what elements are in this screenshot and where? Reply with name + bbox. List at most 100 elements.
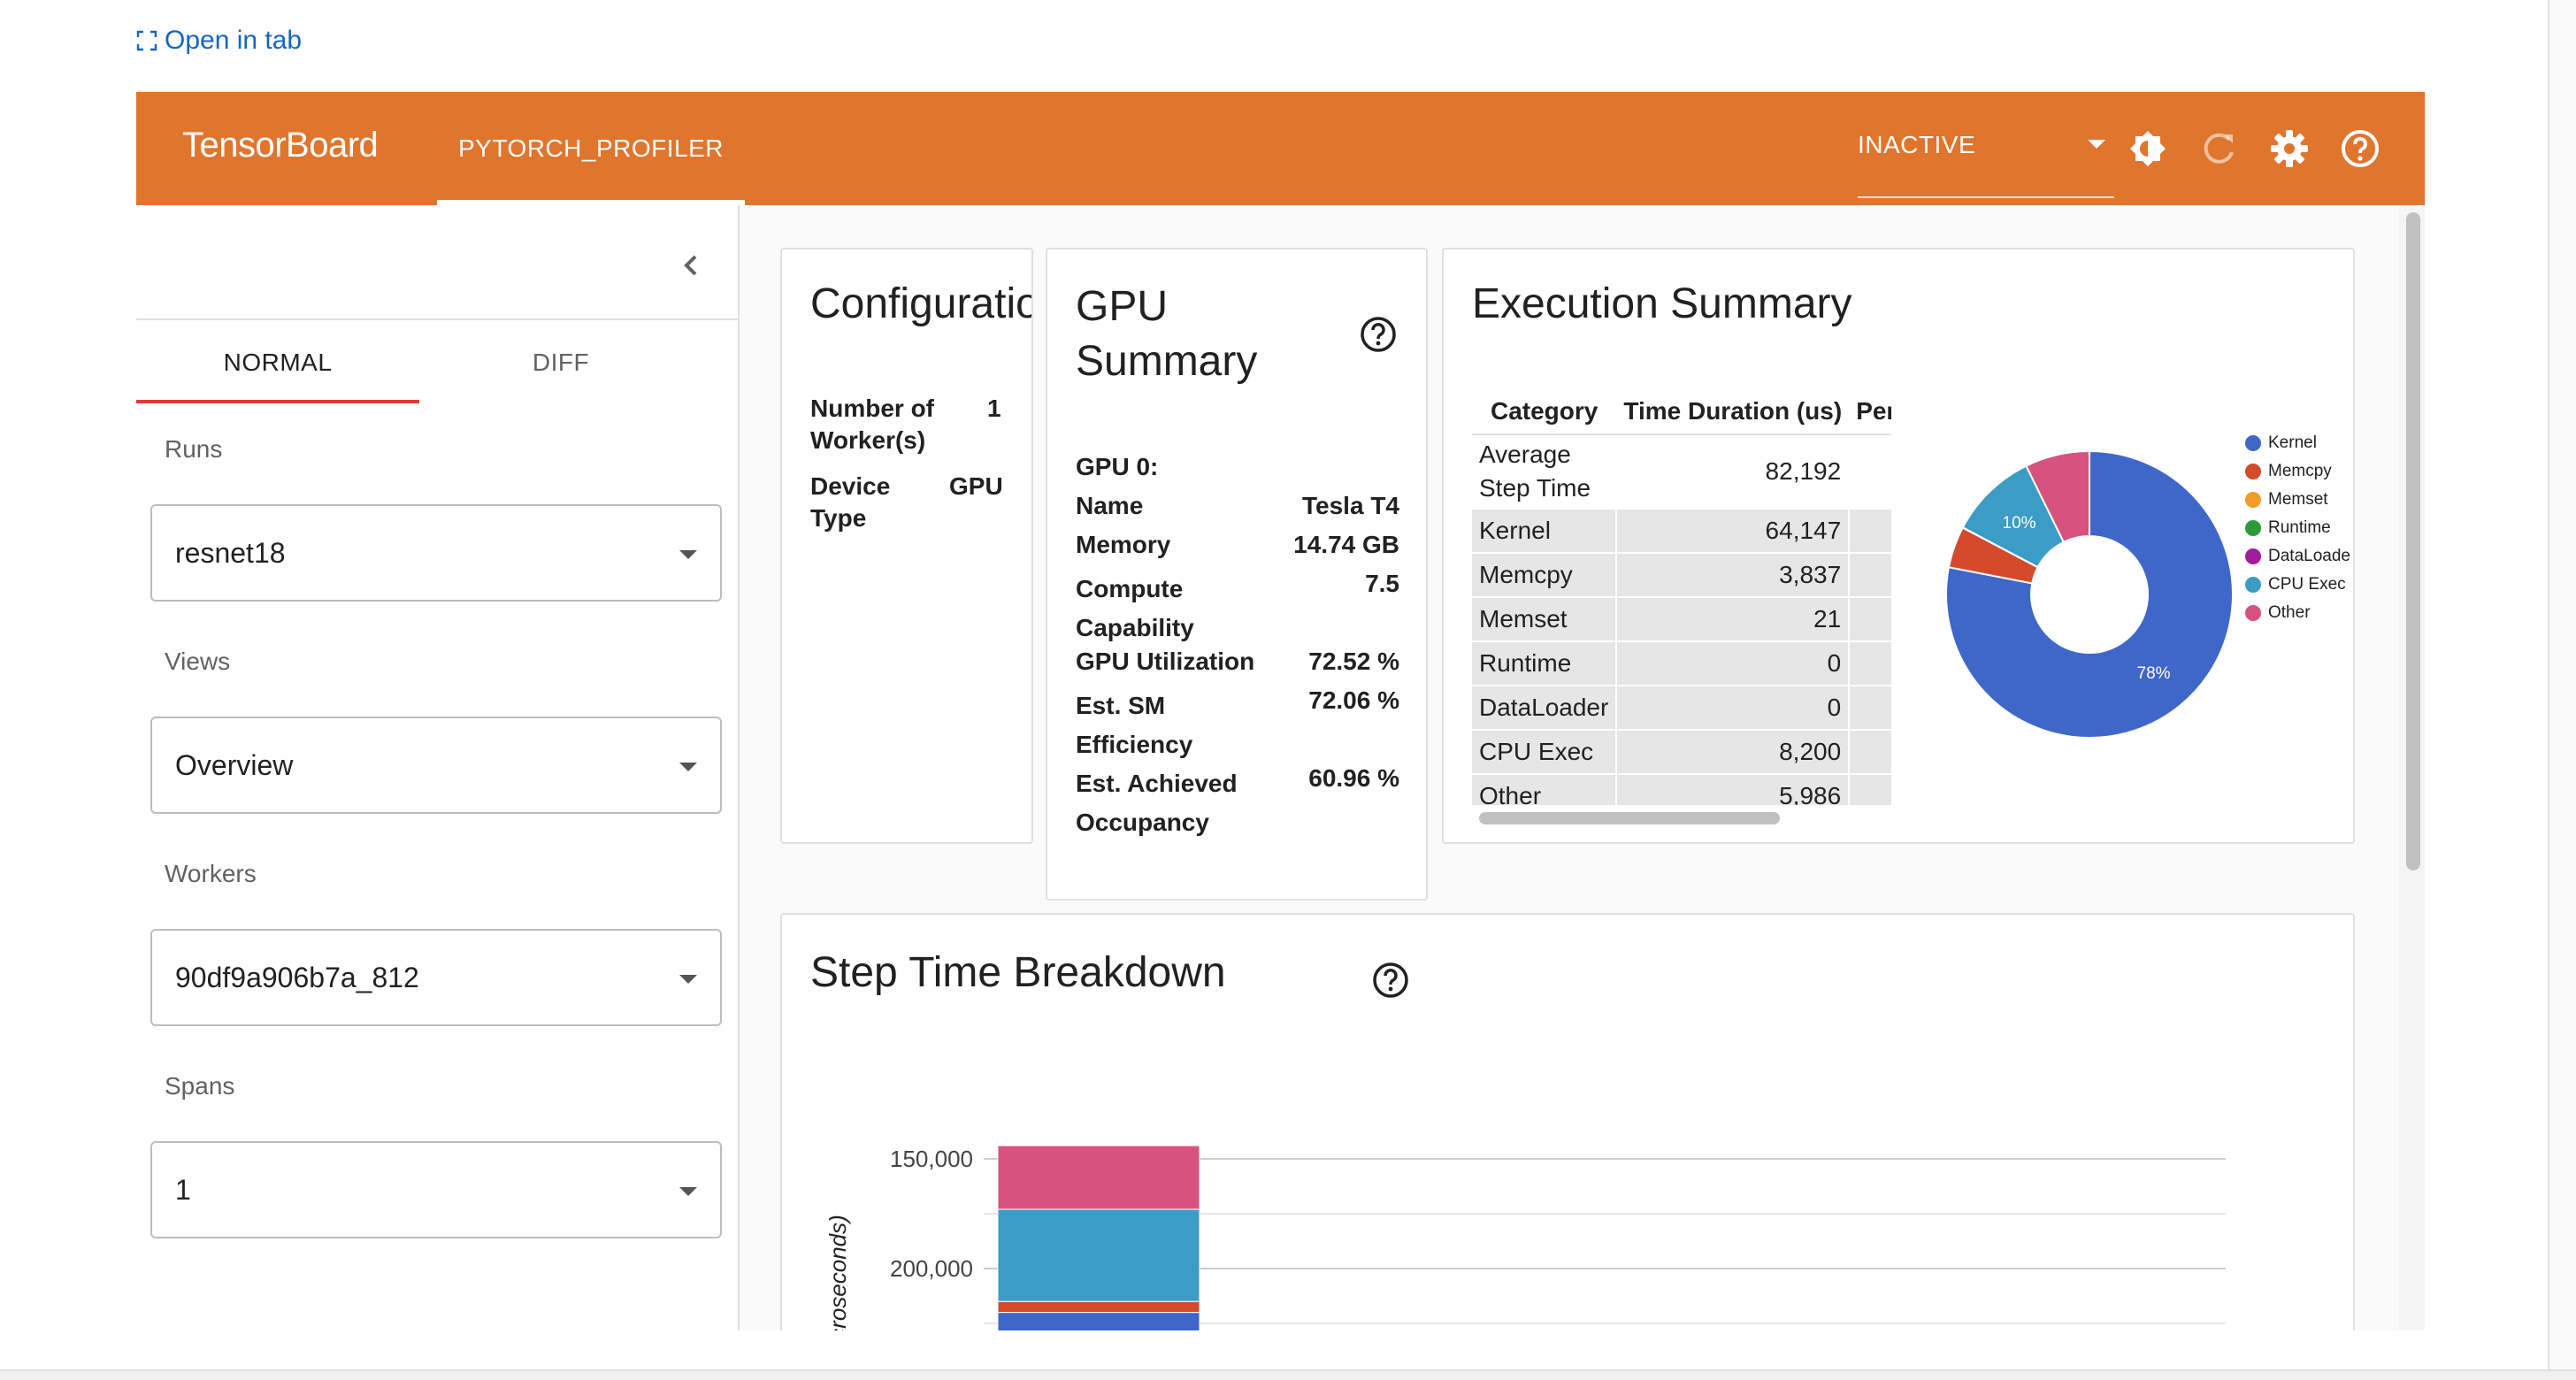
spans-select-value: 1 bbox=[175, 1174, 191, 1207]
legend-item[interactable]: Runtime bbox=[2245, 518, 2331, 538]
collapse-sidebar-button[interactable] bbox=[671, 244, 713, 287]
step-time-bar-chart: 150,000 200,000 croseconds) bbox=[782, 1056, 2355, 1330]
legend-item[interactable]: DataLoade bbox=[2245, 547, 2350, 566]
legend-swatch bbox=[2245, 605, 2261, 621]
pie-slice-label: 78% bbox=[2137, 664, 2171, 683]
table-row: CPU Exec 8,200 bbox=[1472, 730, 1891, 774]
legend-swatch bbox=[2245, 464, 2261, 479]
gpu-key: Est. Achieved Occupancy bbox=[1076, 764, 1238, 842]
table-row: Memcpy 3,837 bbox=[1472, 553, 1891, 597]
help-icon bbox=[1371, 961, 1410, 1000]
legend-swatch bbox=[2245, 520, 2261, 536]
tab-pytorch-profiler[interactable]: PYTORCH_PROFILER bbox=[437, 92, 745, 205]
gpu-value: 72.06 % bbox=[1308, 686, 1399, 715]
table-cell: Kernel bbox=[1472, 509, 1616, 553]
execution-summary-table: Category Time Duration (us) Per AverageS… bbox=[1472, 389, 1891, 805]
table-cell: Other bbox=[1472, 774, 1616, 805]
runs-select[interactable]: resnet18 bbox=[150, 504, 722, 602]
help-button[interactable] bbox=[1359, 315, 1398, 354]
gpu-value: 7.5 bbox=[1365, 570, 1399, 598]
bar-segment-memcpy[interactable] bbox=[998, 1301, 1200, 1312]
bar-segment-kernel[interactable] bbox=[998, 1313, 1200, 1330]
spans-label: Spans bbox=[165, 1072, 234, 1100]
configuration-title: Configuration bbox=[810, 280, 1033, 328]
table-row: Other 5,986 bbox=[1472, 774, 1891, 805]
legend-swatch bbox=[2245, 548, 2261, 564]
theme-toggle-button[interactable] bbox=[2127, 127, 2169, 170]
table-cell: DataLoader bbox=[1472, 686, 1616, 730]
step-time-breakdown-card: Step Time Breakdown 150,000 200,000 cros… bbox=[780, 913, 2355, 1330]
views-select[interactable]: Overview bbox=[150, 717, 722, 814]
column-header[interactable]: Category bbox=[1472, 389, 1616, 434]
help-icon bbox=[2339, 127, 2381, 170]
tab-normal[interactable]: NORMAL bbox=[136, 320, 419, 405]
bar-segment-other[interactable] bbox=[998, 1146, 1200, 1209]
legend-item[interactable]: Memcpy bbox=[2245, 462, 2332, 481]
gear-icon bbox=[2268, 127, 2311, 170]
bar-segment-cpu-exec[interactable] bbox=[998, 1209, 1200, 1301]
gpu-key: Memory bbox=[1076, 531, 1170, 559]
gpu-key: GPU Utilization bbox=[1076, 648, 1254, 676]
page-scrollbar[interactable] bbox=[2548, 0, 2576, 1380]
table-cell: CPU Exec bbox=[1472, 730, 1616, 774]
table-horizontal-scrollbar[interactable] bbox=[1479, 812, 1780, 824]
config-key: Device Type bbox=[810, 472, 890, 533]
table-cell bbox=[1849, 641, 1891, 686]
table-cell: Memset bbox=[1472, 597, 1616, 641]
settings-button[interactable] bbox=[2268, 127, 2311, 170]
y-axis-label: croseconds) bbox=[824, 1215, 851, 1330]
legend-swatch bbox=[2245, 435, 2261, 451]
table-cell bbox=[1849, 597, 1891, 641]
reload-button[interactable] bbox=[2197, 127, 2240, 170]
table-header-row: Category Time Duration (us) Per bbox=[1472, 389, 1891, 434]
pie-slice-label: 10% bbox=[2003, 514, 2036, 533]
help-button[interactable] bbox=[1371, 961, 1410, 1000]
table-cell: Average Step Time bbox=[1472, 434, 1616, 509]
table-row: Memset 21 bbox=[1472, 597, 1891, 641]
help-icon bbox=[1359, 315, 1398, 354]
select-underline bbox=[1858, 196, 2114, 198]
spans-select[interactable]: 1 bbox=[150, 1141, 722, 1238]
table-cell bbox=[1849, 509, 1891, 553]
y-tick-label: 200,000 bbox=[890, 1255, 973, 1282]
table-row: Kernel 64,147 bbox=[1472, 509, 1891, 553]
gpu-key: Compute Capability bbox=[1076, 570, 1194, 648]
column-header[interactable]: Per bbox=[1849, 389, 1891, 434]
table-cell: 21 bbox=[1616, 597, 1849, 641]
chevron-down-icon bbox=[679, 550, 697, 559]
app-header: TensorBoard PYTORCH_PROFILER INACTIVE bbox=[136, 92, 2425, 205]
legend-item[interactable]: Kernel bbox=[2245, 433, 2317, 453]
open-in-tab-label: Open in tab bbox=[165, 26, 302, 56]
brightness-icon bbox=[2127, 127, 2169, 170]
gpu-value: 60.96 % bbox=[1308, 764, 1399, 793]
legend-item[interactable]: Memset bbox=[2245, 490, 2328, 510]
tab-diff[interactable]: DIFF bbox=[419, 320, 702, 405]
app-title: TensorBoard bbox=[182, 126, 378, 165]
plugin-select[interactable]: INACTIVE bbox=[1858, 131, 2114, 180]
column-header[interactable]: Time Duration (us) bbox=[1616, 389, 1849, 434]
workers-select[interactable]: 90df9a906b7a_812 bbox=[150, 929, 722, 1026]
gpu-summary-title: GPU Summary bbox=[1076, 280, 1257, 389]
chevron-down-icon bbox=[679, 1187, 697, 1196]
config-key: Number of Worker(s) bbox=[810, 395, 934, 455]
chevron-down-icon[interactable] bbox=[2088, 140, 2105, 149]
help-button[interactable] bbox=[2339, 127, 2381, 170]
chevron-down-icon bbox=[679, 975, 697, 984]
open-in-tab-link[interactable]: Open in tab bbox=[136, 23, 302, 58]
table-cell: Runtime bbox=[1472, 641, 1616, 686]
step-time-title: Step Time Breakdown bbox=[810, 948, 1226, 997]
fullscreen-icon bbox=[136, 30, 157, 51]
refresh-icon bbox=[2197, 127, 2240, 170]
gpu-key: Est. SM Efficiency bbox=[1076, 686, 1192, 764]
legend-item[interactable]: CPU Exec bbox=[2245, 575, 2346, 594]
table-cell bbox=[1849, 553, 1891, 597]
legend-item[interactable]: Other bbox=[2245, 603, 2311, 623]
workers-label: Workers bbox=[165, 860, 257, 888]
content-scrollbar-thumb[interactable] bbox=[2406, 212, 2420, 870]
workers-select-value: 90df9a906b7a_812 bbox=[175, 962, 419, 994]
gpu-label: GPU 0: bbox=[1076, 453, 1158, 481]
config-value: GPU bbox=[949, 472, 1003, 501]
tensorboard-frame: TensorBoard PYTORCH_PROFILER INACTIVE bbox=[136, 92, 2425, 1330]
table-cell: 64,147 bbox=[1616, 509, 1849, 553]
table-cell bbox=[1849, 730, 1891, 774]
